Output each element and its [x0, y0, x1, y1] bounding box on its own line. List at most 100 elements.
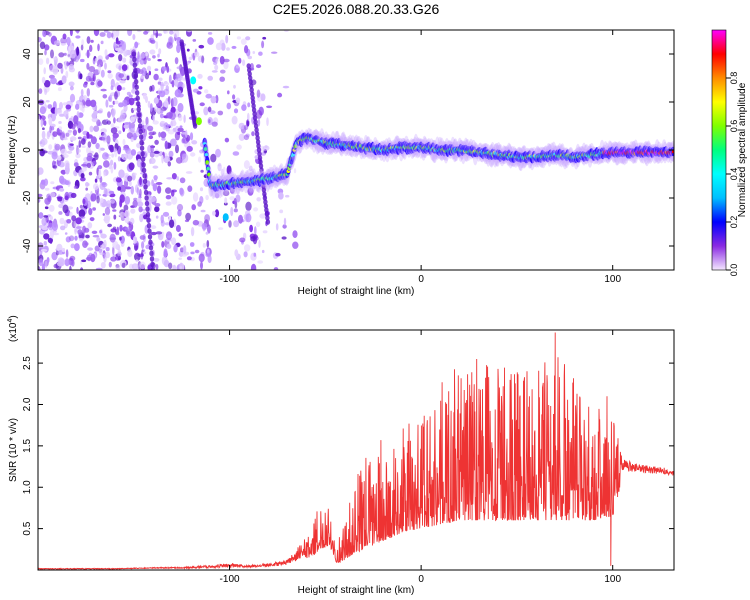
noise-blob — [49, 125, 52, 134]
noise-blob — [54, 107, 58, 117]
noise-blob — [181, 153, 186, 158]
noise-blob — [41, 263, 45, 270]
noise-blob — [253, 252, 257, 257]
noise-blob — [198, 44, 205, 49]
noise-blob — [148, 135, 154, 140]
noise-blob — [45, 100, 50, 103]
noise-blob — [59, 188, 65, 192]
noise-blob — [211, 121, 218, 127]
noise-blob — [96, 237, 101, 242]
noise-blob — [233, 108, 239, 114]
noise-blob — [69, 211, 73, 217]
noise-blob — [116, 226, 120, 234]
noise-blob — [211, 70, 218, 73]
noise-blob — [47, 222, 54, 231]
noise-blob — [65, 162, 70, 170]
noise-blob — [112, 254, 116, 257]
noise-blob — [58, 121, 62, 124]
noise-blob — [80, 58, 85, 63]
noise-blob — [47, 195, 52, 203]
trace-core — [207, 172, 211, 177]
noise-blob — [57, 62, 63, 69]
noise-blob — [51, 251, 58, 261]
noise-blob — [226, 102, 232, 110]
noise-blob — [146, 65, 152, 72]
noise-blob — [60, 148, 68, 156]
noise-blob — [219, 55, 225, 65]
noise-blob — [115, 47, 122, 52]
noise-blob — [75, 153, 81, 159]
noise-blob — [79, 237, 84, 242]
noise-blob — [54, 143, 61, 151]
noise-blob — [161, 154, 164, 164]
noise-blob — [173, 30, 180, 38]
noise-blob — [44, 88, 48, 95]
noise-blob — [182, 245, 187, 255]
noise-blob — [247, 112, 250, 122]
noise-blob — [59, 102, 63, 110]
noise-blob — [240, 38, 247, 45]
noise-blob — [177, 102, 184, 113]
streak-blob — [140, 150, 145, 157]
noise-blob — [190, 251, 195, 255]
noise-blob — [175, 157, 183, 164]
noise-blob — [38, 242, 44, 252]
noise-blob — [114, 148, 118, 158]
noise-blob — [87, 141, 92, 148]
noise-blob — [124, 209, 130, 218]
noise-blob — [40, 249, 48, 252]
noise-blob — [38, 37, 42, 43]
streak-blob — [142, 178, 148, 185]
noise-blob — [199, 187, 204, 192]
noise-blob — [51, 222, 59, 231]
noise-blob — [197, 73, 203, 79]
noise-blob — [258, 239, 261, 248]
noise-blob — [150, 144, 154, 153]
noise-blob — [44, 49, 47, 56]
streak-blob — [135, 95, 140, 102]
noise-blob — [206, 240, 210, 248]
trace-core — [205, 160, 209, 165]
noise-blob — [166, 124, 171, 127]
noise-blob — [186, 30, 192, 33]
noise-blob — [48, 116, 53, 126]
noise-blob — [42, 127, 45, 130]
snr-panel: -100 0 100 0.5 1.0 1.5 2.0 2.5 Height of strai… — [7, 315, 675, 596]
noise-blob — [152, 183, 158, 192]
noise-blob — [129, 56, 133, 66]
noise-blob — [114, 100, 119, 105]
noise-blob — [247, 102, 251, 108]
noise-blob — [126, 230, 130, 235]
noise-blob — [86, 200, 92, 209]
noise-blob — [69, 265, 72, 270]
noise-blob — [278, 192, 284, 200]
noise-blob — [110, 123, 115, 128]
bright-spot — [195, 117, 202, 126]
noise-blob — [92, 207, 96, 211]
noise-blob — [223, 58, 230, 63]
noise-blob — [90, 193, 97, 202]
noise-blob — [131, 263, 139, 270]
noise-blob — [148, 131, 155, 136]
noise-blob — [229, 196, 235, 201]
noise-blob — [145, 116, 149, 126]
noise-blob — [196, 91, 202, 95]
streak-blob — [145, 211, 151, 218]
noise-blob — [179, 66, 186, 77]
noise-blob — [141, 120, 145, 125]
noise-blob — [245, 213, 252, 223]
noise-blob — [121, 41, 127, 51]
noise-blob — [106, 135, 111, 145]
noise-blob — [52, 131, 58, 138]
noise-blob — [108, 190, 115, 194]
noise-blob — [271, 51, 278, 54]
noise-blob — [104, 49, 108, 57]
noise-blob — [68, 63, 74, 70]
noise-blob — [100, 244, 105, 248]
noise-blob — [81, 39, 85, 46]
noise-blob — [139, 188, 142, 197]
noise-blob — [171, 196, 178, 205]
noise-blob — [173, 244, 178, 253]
streak-blob — [146, 222, 152, 229]
noise-blob — [99, 252, 105, 256]
